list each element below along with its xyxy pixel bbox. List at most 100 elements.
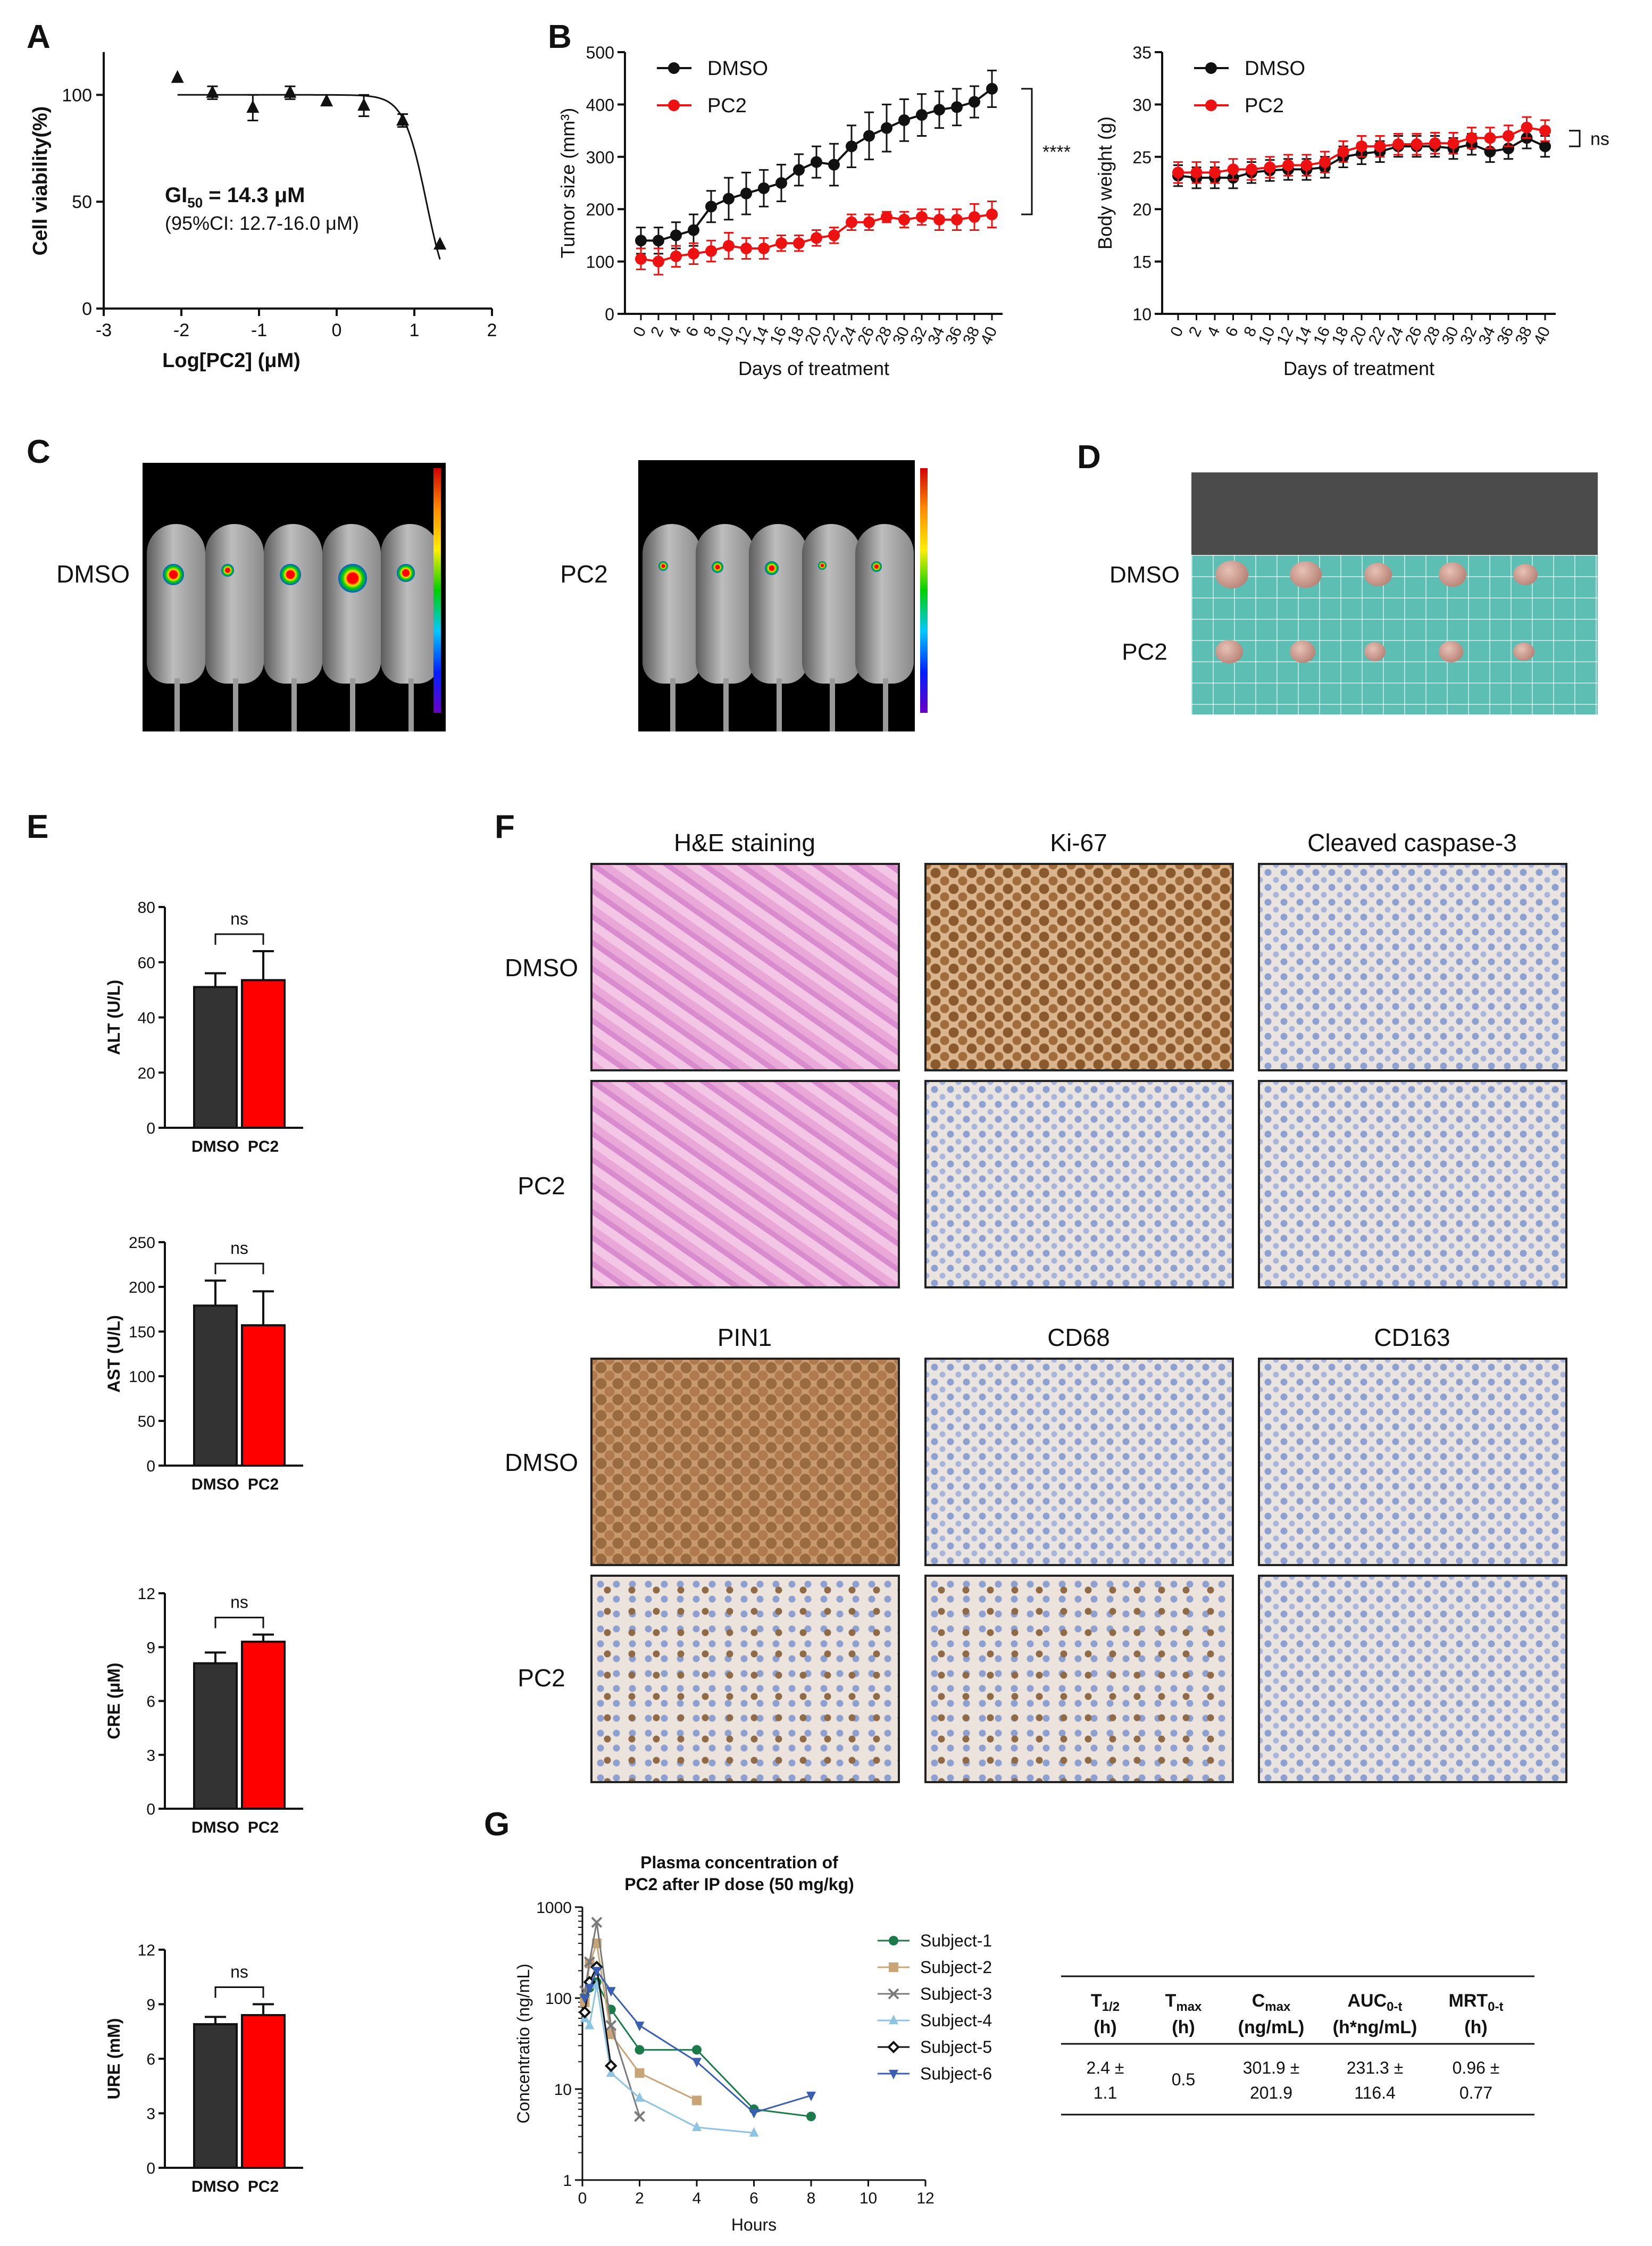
table-header: Cmax [1252, 1991, 1291, 2014]
bioluminescence-signal [765, 561, 779, 575]
panel-label-f: F [495, 809, 515, 845]
chart-a: 0 50 100 -3 -2 -1 0 1 2 Log[PC2] (μM) Cell viabili… [29, 52, 497, 372]
data-point-dmso [898, 114, 910, 126]
data-point-dmso [775, 177, 787, 189]
data-point-dmso [688, 224, 699, 236]
y-tick-label: 30 [1132, 95, 1152, 114]
chart-e-cre: 0 3 6 9 12 DMSO PC2 ns CRE (μM) [104, 1585, 303, 1836]
mouse [749, 524, 807, 684]
data-point-dmso [758, 182, 770, 194]
data-point-subject-6 [585, 1984, 595, 1994]
legend-label-subject-6: Subject-6 [920, 2064, 992, 2083]
data-point-subject-3 [634, 2111, 645, 2122]
data-point-pc2 [1447, 137, 1459, 149]
data-point-dmso [635, 235, 647, 247]
data-point-pc2 [1300, 159, 1313, 171]
mouse [643, 524, 701, 684]
data-point-pc2 [933, 213, 945, 226]
legend-marker [889, 1936, 898, 1945]
legend-label-subject-4: Subject-4 [920, 2011, 992, 2030]
chart-e-ure: 0 3 6 9 12 DMSO PC2 ns URE (mM) [104, 1942, 303, 2195]
table-header-unit: (h*ng/mL) [1333, 2017, 1417, 2037]
bar-pc2 [241, 2014, 286, 2169]
data-point-pc2 [688, 247, 699, 260]
caspase3-dmso-image [1258, 863, 1567, 1071]
y-tick-label: 80 [138, 899, 155, 917]
x-tick-label: 40 [1530, 324, 1554, 347]
y-axis-label: Concentratio (ng/mL) [514, 1964, 533, 2124]
data-point-pc2 [740, 243, 752, 254]
bar-pc2 [241, 1641, 286, 1810]
y-tick-label: 1000 [536, 1899, 572, 1917]
bioluminescence-signal [338, 564, 367, 593]
significance-bracket [1569, 130, 1581, 147]
tumor [1364, 642, 1386, 661]
table-value: 301.9 ± [1243, 2058, 1300, 2077]
y-tick-label: 15 [1132, 253, 1152, 272]
x-stroke [591, 1917, 603, 1928]
significance-bracket [214, 1262, 264, 1275]
x-tick-label: 0 [1167, 324, 1187, 339]
significance-label: **** [1042, 142, 1071, 162]
legend-label-dmso: DMSO [1245, 57, 1305, 80]
data-point-subject-6 [749, 2109, 759, 2119]
table-header-main: T [1091, 1991, 1102, 2011]
caspase3-pc2-image [1258, 1080, 1567, 1288]
gi50-annotation: GI50 = 14.3 μM [165, 184, 305, 211]
bar-dmso [193, 2023, 238, 2169]
x-stroke [605, 2020, 617, 2031]
panel-c-pc2-label: PC2 [560, 560, 607, 588]
bioluminescence-signal [818, 561, 827, 570]
data-point-pc2 [986, 209, 998, 221]
data-point-pc2 [653, 255, 664, 268]
data-point [246, 100, 260, 113]
data-point-subject-4 [635, 2092, 645, 2102]
mouse [381, 524, 439, 684]
data-point-pc2 [1337, 145, 1349, 157]
data-point [206, 85, 219, 98]
y-tick-label: 10 [554, 2081, 572, 2099]
data-point [357, 98, 371, 111]
data-point-pc2 [969, 211, 980, 223]
panel-f-header: H&E staining [674, 829, 815, 856]
table-header-sub: 0-t [1387, 2000, 1402, 2014]
y-tick-label: 400 [586, 95, 614, 114]
panel-d-dmso-label: DMSO [1109, 562, 1180, 588]
bioluminescence-signal [163, 564, 184, 585]
gi50-main: GI [165, 184, 187, 207]
bar-dmso [193, 1304, 238, 1467]
y-tick-label: 25 [1132, 148, 1152, 167]
table-header-unit: (ng/mL) [1238, 2017, 1305, 2037]
he-dmso-image [590, 863, 900, 1071]
chart-title-line2: PC2 after IP dose (50 mg/kg) [624, 1875, 854, 1894]
series-line-subject-6 [584, 1969, 812, 2114]
y-axis-label: ALT (U/L) [104, 980, 123, 1055]
table-header-sub: 1/2 [1102, 2000, 1120, 2014]
table-header-main: C [1252, 1991, 1265, 2011]
x-axis-label: Days of treatment [1283, 357, 1434, 379]
y-tick-label: 10 [1132, 305, 1152, 324]
data-point-pc2 [1319, 156, 1331, 168]
x-tick-label: -2 [173, 320, 189, 340]
x-tick-label: -3 [96, 320, 112, 340]
tumor [1364, 563, 1392, 586]
ki67-pc2-image [924, 1080, 1234, 1288]
chart-title-line1: Plasma concentration of [640, 1853, 838, 1872]
legend-label-subject-2: Subject-2 [920, 1958, 992, 1977]
data-point-pc2 [1172, 167, 1184, 179]
data-point-pc2 [828, 229, 840, 242]
legend-marker [1205, 62, 1217, 74]
data-point [283, 85, 297, 98]
data-point-subject-6 [606, 1987, 616, 1997]
data-point-pc2 [793, 237, 805, 249]
mouse-tail [723, 678, 729, 731]
x-tick-label: 4 [1204, 324, 1223, 339]
ki67-dmso-image [924, 863, 1234, 1071]
table-header-main: T [1165, 1991, 1177, 2011]
y-tick-label: 200 [129, 1279, 155, 1296]
data-point-pc2 [1246, 163, 1257, 176]
data-point-subject-1 [806, 2111, 816, 2122]
data-point-pc2 [670, 250, 682, 262]
panel-label-c: C [27, 434, 51, 470]
y-tick-label: 3 [146, 2106, 155, 2123]
